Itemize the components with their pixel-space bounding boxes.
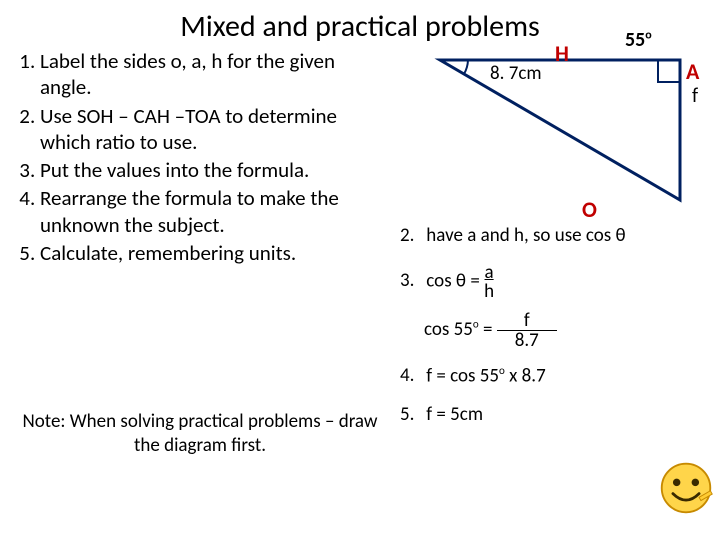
side-length-label: 8. 7cm <box>490 62 542 85</box>
list-item: Put the values into the formula. <box>40 157 384 183</box>
step-number: 2. <box>400 224 422 249</box>
step-2: 2. have a and h, so use cos θ <box>400 224 720 249</box>
note-text: Note: When solving practical problems – … <box>20 410 380 458</box>
list-item: Use SOH – CAH –TOA to determine which ra… <box>40 103 384 156</box>
list-item: Rearrange the formula to make the unknow… <box>40 185 384 238</box>
result-text: f = 5cm <box>426 403 483 426</box>
equation-text: x 8.7 <box>505 364 546 387</box>
list-item: Calculate, remembering units. <box>40 240 384 266</box>
unknown-side-label: f <box>692 84 698 108</box>
degree-symbol: o <box>645 28 651 42</box>
triangle-shape <box>440 60 680 200</box>
step-number: 4. <box>400 364 422 389</box>
smiley-icon <box>658 460 714 516</box>
list-item: Label the sides o, a, h for the given an… <box>40 48 384 101</box>
step-5: 5. f = 5cm <box>400 403 720 428</box>
right-angle-marker <box>658 60 680 82</box>
equation-text: cos θ = <box>426 269 484 292</box>
worked-steps: 2. have a and h, so use cos θ 3. cos θ =… <box>400 224 720 441</box>
angle-arc <box>464 60 468 74</box>
adjacent-label: A <box>686 58 699 85</box>
fraction-bottom: 8.7 <box>497 331 557 350</box>
equals: = <box>479 318 497 341</box>
equation-text: cos 55 <box>424 318 473 341</box>
fraction-bottom: h <box>484 282 494 301</box>
fraction-top: f <box>497 311 557 331</box>
fraction-top: a <box>484 263 494 282</box>
opposite-label: O <box>582 196 597 223</box>
step-text: have a and h, so use cos θ <box>426 224 625 247</box>
angle-value: 55 <box>625 28 645 52</box>
angle-label: 55o <box>625 28 652 52</box>
step-4: 4. f = cos 55o x 8.7 <box>400 364 720 389</box>
hypotenuse-label: H <box>555 40 569 67</box>
instruction-list: Label the sides o, a, h for the given an… <box>14 48 384 268</box>
step-number: 3. <box>400 269 422 294</box>
step-number: 5. <box>400 403 422 428</box>
step-3: 3. cos θ = a h cos 55o = f 8.7 <box>400 263 720 350</box>
equation-text: f = cos 55 <box>426 364 499 387</box>
